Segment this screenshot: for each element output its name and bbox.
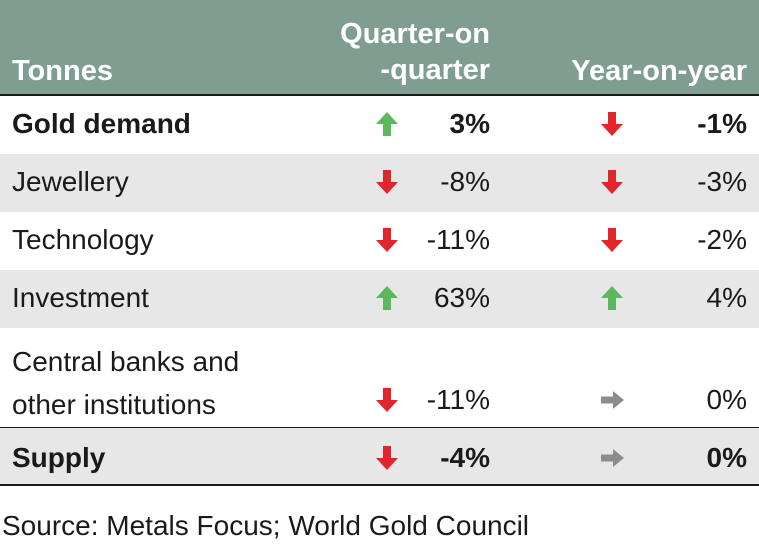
yoy-value: -1% xyxy=(697,108,747,139)
yoy-down-arrow-icon xyxy=(598,226,626,254)
qoq-up-arrow-icon xyxy=(373,284,401,312)
qoq-value: -8% xyxy=(440,166,490,197)
qoq-value: 63% xyxy=(433,282,490,313)
yoy-flat-arrow-icon xyxy=(598,386,626,414)
yoy-value: 4% xyxy=(706,282,747,313)
qoq-value: -4% xyxy=(440,442,490,473)
table-row: Central banks and other institutions -11%… xyxy=(0,328,759,428)
qoq-up-arrow-icon xyxy=(373,110,401,138)
header-tonnes: Tonnes xyxy=(12,55,113,87)
qoq-down-arrow-icon xyxy=(373,168,401,196)
header-year-on-year: Year-on-year xyxy=(571,55,747,87)
source-note: Source: Metals Focus; World Gold Council xyxy=(2,510,530,541)
header-quarter-on-quarter: Quarter-on -quarter xyxy=(340,18,490,86)
yoy-flat-arrow-icon xyxy=(598,444,626,472)
row-label: Investment xyxy=(12,282,149,313)
row-divider xyxy=(0,427,759,428)
qoq-value: -11% xyxy=(426,224,490,255)
row-label: Gold demand xyxy=(12,108,191,139)
yoy-down-arrow-icon xyxy=(598,168,626,196)
yoy-up-arrow-icon xyxy=(598,284,626,312)
table-row: Gold demand 3% -1% xyxy=(0,96,759,154)
yoy-value: 0% xyxy=(706,384,747,415)
row-label: Jewellery xyxy=(12,166,129,197)
yoy-value: -2% xyxy=(697,224,747,255)
table-header: Tonnes Quarter-on -quarter Year-on-year xyxy=(0,0,759,94)
qoq-down-arrow-icon xyxy=(373,444,401,472)
yoy-down-arrow-icon xyxy=(598,110,626,138)
table-bottom-rule xyxy=(0,484,759,486)
yoy-value: 0% xyxy=(706,442,747,473)
row-label: Central banks and other institutions xyxy=(12,346,240,420)
qoq-down-arrow-icon xyxy=(373,226,401,254)
table-row: Technology -11% -2% xyxy=(0,212,759,270)
table-row: Investment 63% 4% xyxy=(0,270,759,328)
row-label: Supply xyxy=(12,442,106,473)
qoq-value: -11% xyxy=(426,384,490,415)
yoy-value: -3% xyxy=(697,166,747,197)
qoq-value: 3% xyxy=(449,108,490,139)
row-label: Technology xyxy=(12,224,154,255)
table-row: Jewellery -8% -3% xyxy=(0,154,759,212)
qoq-down-arrow-icon xyxy=(373,386,401,414)
row-divider xyxy=(0,94,759,96)
table-row: Supply -4% 0% xyxy=(0,428,759,484)
